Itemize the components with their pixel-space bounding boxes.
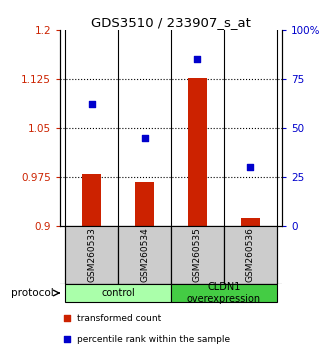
- Point: [142, 135, 147, 141]
- Title: GDS3510 / 233907_s_at: GDS3510 / 233907_s_at: [91, 16, 251, 29]
- Text: GSM260535: GSM260535: [193, 228, 202, 282]
- Text: GSM260536: GSM260536: [246, 228, 255, 282]
- Text: CLDN1
overexpression: CLDN1 overexpression: [187, 282, 261, 304]
- Bar: [118, 226, 171, 284]
- Bar: [65, 226, 118, 284]
- Text: control: control: [101, 288, 135, 298]
- Bar: [241, 218, 259, 226]
- Bar: [171, 226, 224, 284]
- Point: [64, 315, 69, 321]
- Text: transformed count: transformed count: [77, 314, 161, 322]
- Point: [248, 164, 253, 170]
- Point: [89, 102, 94, 107]
- Text: percentile rank within the sample: percentile rank within the sample: [77, 335, 230, 344]
- Bar: [65, 284, 171, 302]
- Text: GSM260533: GSM260533: [87, 228, 96, 282]
- Bar: [82, 175, 101, 226]
- Bar: [188, 78, 207, 226]
- Bar: [224, 226, 277, 284]
- Point: [64, 336, 69, 342]
- Bar: [171, 284, 277, 302]
- Text: GSM260534: GSM260534: [140, 228, 149, 282]
- Point: [195, 57, 200, 62]
- Text: protocol: protocol: [11, 288, 53, 298]
- Bar: [135, 182, 154, 226]
